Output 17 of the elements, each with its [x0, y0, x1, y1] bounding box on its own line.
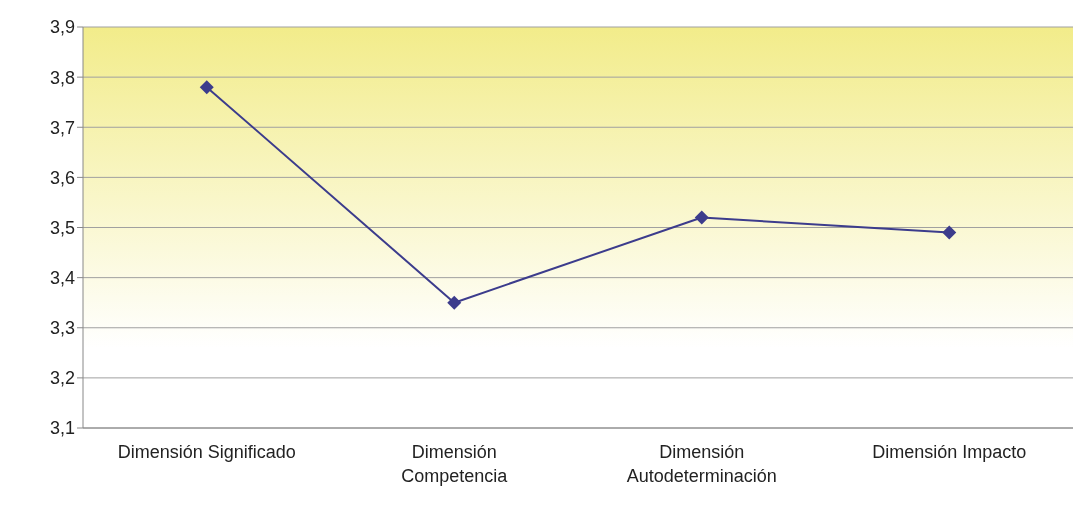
- y-tick-label: 3,4: [49, 268, 75, 289]
- y-tick-label: 3,9: [49, 17, 75, 38]
- point: [694, 210, 709, 225]
- x-tick-label: Dimensión Significado: [117, 442, 296, 462]
- y-tick-label: 3,1: [49, 418, 75, 439]
- y-tick-label: 3,6: [49, 167, 75, 188]
- x-tick-label: Dimensión Competencia: [401, 442, 509, 486]
- x-tick-label: Dimensión Impacto: [872, 442, 1027, 462]
- point: [447, 295, 462, 310]
- y-tick-label: 3,8: [49, 67, 75, 88]
- x-tick-label: Dimensión Autodeterminación: [626, 442, 777, 486]
- point: [199, 80, 214, 95]
- point: [942, 225, 957, 240]
- y-tick-label: 3,7: [49, 117, 75, 138]
- y-tick-label: 3,2: [49, 368, 75, 389]
- y-tick-label: 3,3: [49, 318, 75, 339]
- y-tick-label: 3,5: [49, 217, 75, 238]
